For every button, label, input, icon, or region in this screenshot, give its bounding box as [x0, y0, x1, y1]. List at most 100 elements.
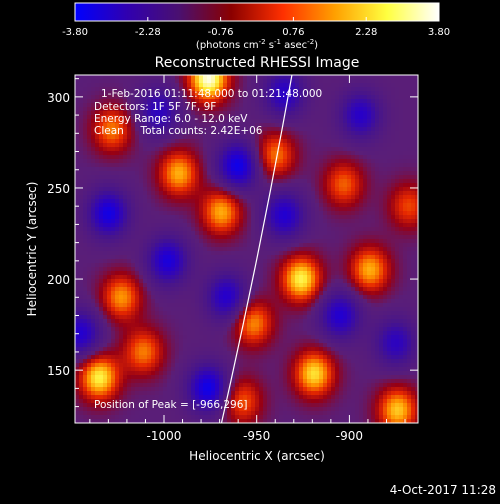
heatmap-cell	[371, 127, 375, 131]
heatmap-cell	[159, 295, 163, 299]
heatmap-cell	[283, 207, 287, 211]
heatmap-cell	[135, 215, 139, 219]
heatmap-cell	[339, 295, 343, 299]
heatmap-cell	[203, 143, 207, 147]
heatmap-cell	[223, 143, 227, 147]
heatmap-cell	[279, 171, 283, 175]
heatmap-cell	[303, 215, 307, 219]
heatmap-cell	[403, 223, 407, 227]
heatmap-cell	[291, 243, 295, 247]
heatmap-cell	[327, 115, 331, 119]
heatmap-cell	[259, 115, 263, 119]
heatmap-cell	[319, 171, 323, 175]
heatmap-cell	[411, 263, 415, 267]
heatmap-cell	[387, 139, 391, 143]
heatmap-cell	[143, 171, 147, 175]
heatmap-cell	[79, 175, 83, 179]
heatmap-cell	[207, 299, 211, 303]
heatmap-cell	[299, 223, 303, 227]
heatmap-cell	[263, 131, 267, 135]
heatmap-cell	[319, 219, 323, 223]
heatmap-cell	[191, 259, 195, 263]
heatmap-cell	[139, 139, 143, 143]
heatmap-cell	[167, 179, 171, 183]
heatmap-cell	[387, 159, 391, 163]
heatmap-cell	[247, 203, 251, 207]
heatmap-cell	[211, 271, 215, 275]
heatmap-cell	[211, 255, 215, 259]
heatmap-cell	[335, 131, 339, 135]
heatmap-cell	[183, 231, 187, 235]
heatmap-cell	[91, 275, 95, 279]
heatmap-cell	[367, 139, 371, 143]
heatmap-cell	[379, 143, 383, 147]
heatmap-cell	[355, 191, 359, 195]
heatmap-cell	[355, 263, 359, 267]
heatmap-cell	[331, 79, 335, 83]
heatmap-cell	[359, 303, 363, 307]
heatmap-cell	[267, 115, 271, 119]
heatmap-cell	[207, 275, 211, 279]
heatmap-cell	[243, 271, 247, 275]
heatmap-cell	[143, 207, 147, 211]
heatmap-cell	[79, 227, 83, 231]
heatmap-cell	[191, 243, 195, 247]
heatmap-cell	[403, 139, 407, 143]
heatmap-cell	[183, 299, 187, 303]
heatmap-cell	[267, 131, 271, 135]
heatmap-cell	[175, 191, 179, 195]
heatmap-cell	[311, 271, 315, 275]
heatmap-cell	[295, 199, 299, 203]
heatmap-cell	[299, 247, 303, 251]
heatmap-cell	[231, 215, 235, 219]
heatmap-cell	[211, 183, 215, 187]
heatmap-cell	[163, 195, 167, 199]
heatmap-cell	[295, 247, 299, 251]
heatmap-cell	[399, 299, 403, 303]
heatmap-cell	[271, 271, 275, 275]
heatmap-cell	[227, 147, 231, 151]
heatmap-cell	[139, 295, 143, 299]
heatmap-cell	[411, 295, 415, 299]
heatmap-cell	[287, 191, 291, 195]
heatmap-cell	[355, 151, 359, 155]
heatmap-cell	[299, 83, 303, 87]
heatmap-cell	[239, 203, 243, 207]
heatmap-cell	[247, 267, 251, 271]
heatmap-cell	[263, 275, 267, 279]
heatmap-cell	[171, 295, 175, 299]
heatmap-cell	[379, 183, 383, 187]
heatmap-cell	[163, 175, 167, 179]
heatmap-cell	[339, 235, 343, 239]
heatmap-cell	[203, 183, 207, 187]
heatmap-cell	[171, 255, 175, 259]
heatmap-cell	[403, 107, 407, 111]
heatmap-cell	[107, 147, 111, 151]
heatmap-cell	[175, 267, 179, 271]
heatmap-cell	[151, 179, 155, 183]
heatmap-cell	[223, 139, 227, 143]
heatmap-cell	[163, 215, 167, 219]
heatmap-cell	[239, 271, 243, 275]
heatmap-cell	[127, 139, 131, 143]
heatmap-cell	[303, 275, 307, 279]
heatmap-cell	[391, 107, 395, 111]
heatmap-cell	[219, 235, 223, 239]
heatmap-cell	[335, 183, 339, 187]
heatmap-cell	[179, 283, 183, 287]
heatmap-cell	[395, 275, 399, 279]
heatmap-cell	[223, 231, 227, 235]
heatmap-cell	[203, 83, 207, 87]
heatmap-cell	[119, 175, 123, 179]
heatmap-cell	[351, 255, 355, 259]
heatmap-cell	[331, 75, 335, 79]
heatmap-cell	[87, 267, 91, 271]
heatmap-cell	[131, 175, 135, 179]
heatmap-cell	[79, 283, 83, 287]
heatmap-cell	[87, 163, 91, 167]
heatmap-cell	[239, 243, 243, 247]
heatmap-cell	[263, 231, 267, 235]
heatmap-cell	[291, 191, 295, 195]
heatmap-cell	[331, 219, 335, 223]
heatmap-cell	[111, 83, 115, 87]
